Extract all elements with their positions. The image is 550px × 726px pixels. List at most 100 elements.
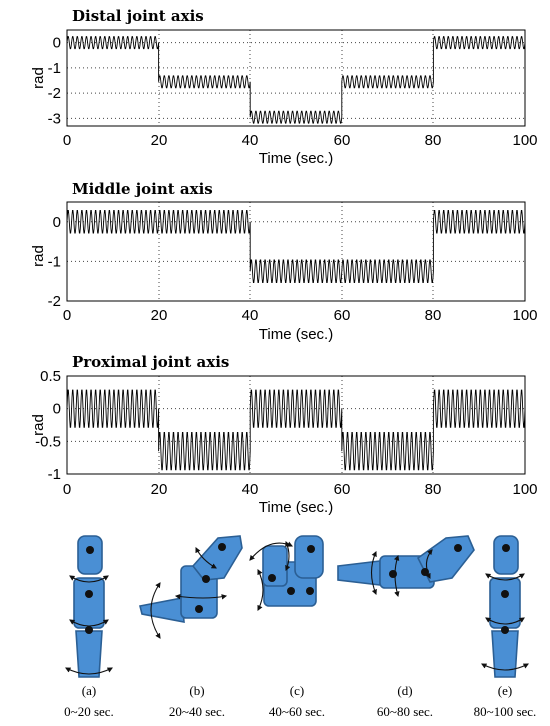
y-tick-label: -2: [48, 85, 61, 102]
rotation-arrow-icon: [150, 582, 161, 639]
y-tick-label: -1: [48, 466, 61, 483]
distal-segment: [294, 535, 324, 579]
x-tick-label: 80: [425, 481, 442, 498]
finger-pose-b: (b) 20~40 sec.: [139, 535, 243, 719]
finger-pose-e: (e) 80~100 sec.: [474, 535, 537, 719]
rotation-arrow-icon: [481, 663, 529, 671]
distal-segment: [77, 535, 103, 575]
pose-time: 60~80 sec.: [377, 704, 433, 719]
middle-segment: [489, 577, 521, 629]
y-ticks: 0 -1 -2: [48, 214, 61, 310]
pose-letter: (e): [498, 683, 512, 698]
panel-middle: Middle joint axis rad 0 -1 -2 0 20 40 60 8…: [30, 180, 538, 343]
joint-dot: [307, 545, 315, 553]
series-line: [66, 36, 526, 124]
y-gridlines: [67, 221, 525, 302]
pose-letter: (c): [290, 683, 304, 698]
x-tick-label: 100: [512, 132, 537, 149]
x-tick-label: 40: [242, 307, 259, 324]
x-tick-label: 100: [512, 307, 537, 324]
pose-letter: (b): [189, 683, 204, 698]
joint-dot: [389, 570, 397, 578]
distal-segment: [493, 535, 519, 575]
pose-letter: (a): [82, 683, 96, 698]
distal-segment: [191, 535, 243, 581]
joint-dot: [501, 590, 509, 598]
x-axis-label: Time (sec.): [259, 326, 333, 343]
joint-dot: [454, 544, 462, 552]
rotation-arrow-icon: [195, 547, 217, 569]
rotation-arrow-icon: [65, 667, 113, 675]
panel-title: Middle joint axis: [72, 180, 213, 198]
plot-frame: [66, 29, 526, 127]
x-tick-label: 60: [334, 307, 351, 324]
x-tick-label: 40: [242, 132, 259, 149]
joint-dot: [85, 626, 93, 634]
y-tick-label: -0.5: [35, 433, 61, 450]
y-tick-label: -2: [48, 293, 61, 310]
joint-dot: [501, 626, 509, 634]
y-axis-label: rad: [30, 414, 47, 436]
y-axis-label: rad: [30, 245, 47, 267]
y-tick-label: 0: [53, 401, 61, 418]
panel-title: Proximal joint axis: [72, 353, 229, 371]
y-ticks: 0 -1 -2 -3: [48, 35, 61, 128]
x-tick-label: 80: [425, 132, 442, 149]
joint-dot: [306, 587, 314, 595]
x-axis-label: Time (sec.): [259, 499, 333, 516]
proximal-segment: [337, 560, 381, 586]
rotation-arrow-icon: [285, 540, 291, 572]
y-tick-label: -1: [48, 253, 61, 270]
rotation-arrow-icon: [370, 550, 377, 596]
x-tick-labels: 0 20 40 60 80 100: [63, 132, 538, 149]
series-line: [66, 210, 526, 284]
plot-frame: [66, 375, 526, 475]
y-tick-label: -3: [48, 110, 61, 127]
x-axis-label: Time (sec.): [259, 150, 333, 167]
joint-dot: [86, 546, 94, 554]
proximal-segment: [139, 597, 185, 623]
finger-pose-c: (c) 40~60 sec.: [249, 535, 325, 719]
joint-dot: [85, 590, 93, 598]
rotation-arrow-icon: [69, 575, 109, 583]
joint-dot: [268, 574, 276, 582]
joint-dot: [502, 544, 510, 552]
y-tick-label: 0.5: [40, 368, 61, 385]
joint-dot: [218, 543, 226, 551]
rotation-arrow-icon: [425, 549, 433, 579]
y-ticks: 0.5 0 -0.5 -1: [35, 368, 61, 483]
rotation-arrow-icon: [485, 573, 525, 581]
panel-distal: Distal joint axis rad 0 -1 -2 -3 0 20 40 60…: [30, 7, 538, 167]
x-tick-label: 20: [151, 132, 168, 149]
joint-dot: [195, 605, 203, 613]
rotation-arrow-icon: [257, 569, 264, 611]
pose-time: 0~20 sec.: [64, 704, 114, 719]
y-tick-label: 0: [53, 214, 61, 231]
x-tick-label: 0: [63, 481, 71, 498]
panel-proximal: Proximal joint axis rad 0.5 0 -0.5 -1 0 20 …: [30, 353, 538, 516]
x-tick-label: 60: [334, 481, 351, 498]
y-gridlines: [67, 375, 525, 475]
x-tick-labels: 0 20 40 60 80 100: [63, 307, 538, 324]
x-tick-label: 60: [334, 132, 351, 149]
panel-title: Distal joint axis: [72, 7, 204, 25]
pose-time: 20~40 sec.: [169, 704, 225, 719]
pose-time: 80~100 sec.: [474, 704, 537, 719]
series-line: [66, 389, 526, 471]
joint-dot: [202, 575, 210, 583]
middle-segment: [73, 577, 105, 629]
x-tick-label: 20: [151, 307, 168, 324]
finger-pose-a: (a) 0~20 sec.: [64, 535, 114, 719]
y-gridlines: [67, 42, 525, 119]
x-tick-label: 40: [242, 481, 259, 498]
x-tick-label: 100: [512, 481, 537, 498]
rotation-arrow-icon: [394, 554, 400, 598]
pose-time: 40~60 sec.: [269, 704, 325, 719]
pose-letter: (d): [397, 683, 412, 698]
x-tick-label: 80: [425, 307, 442, 324]
rotation-arrow-icon: [485, 617, 525, 625]
x-tick-labels: 0 20 40 60 80 100: [63, 481, 538, 498]
y-axis-label: rad: [30, 67, 47, 89]
joint-dot: [287, 587, 295, 595]
